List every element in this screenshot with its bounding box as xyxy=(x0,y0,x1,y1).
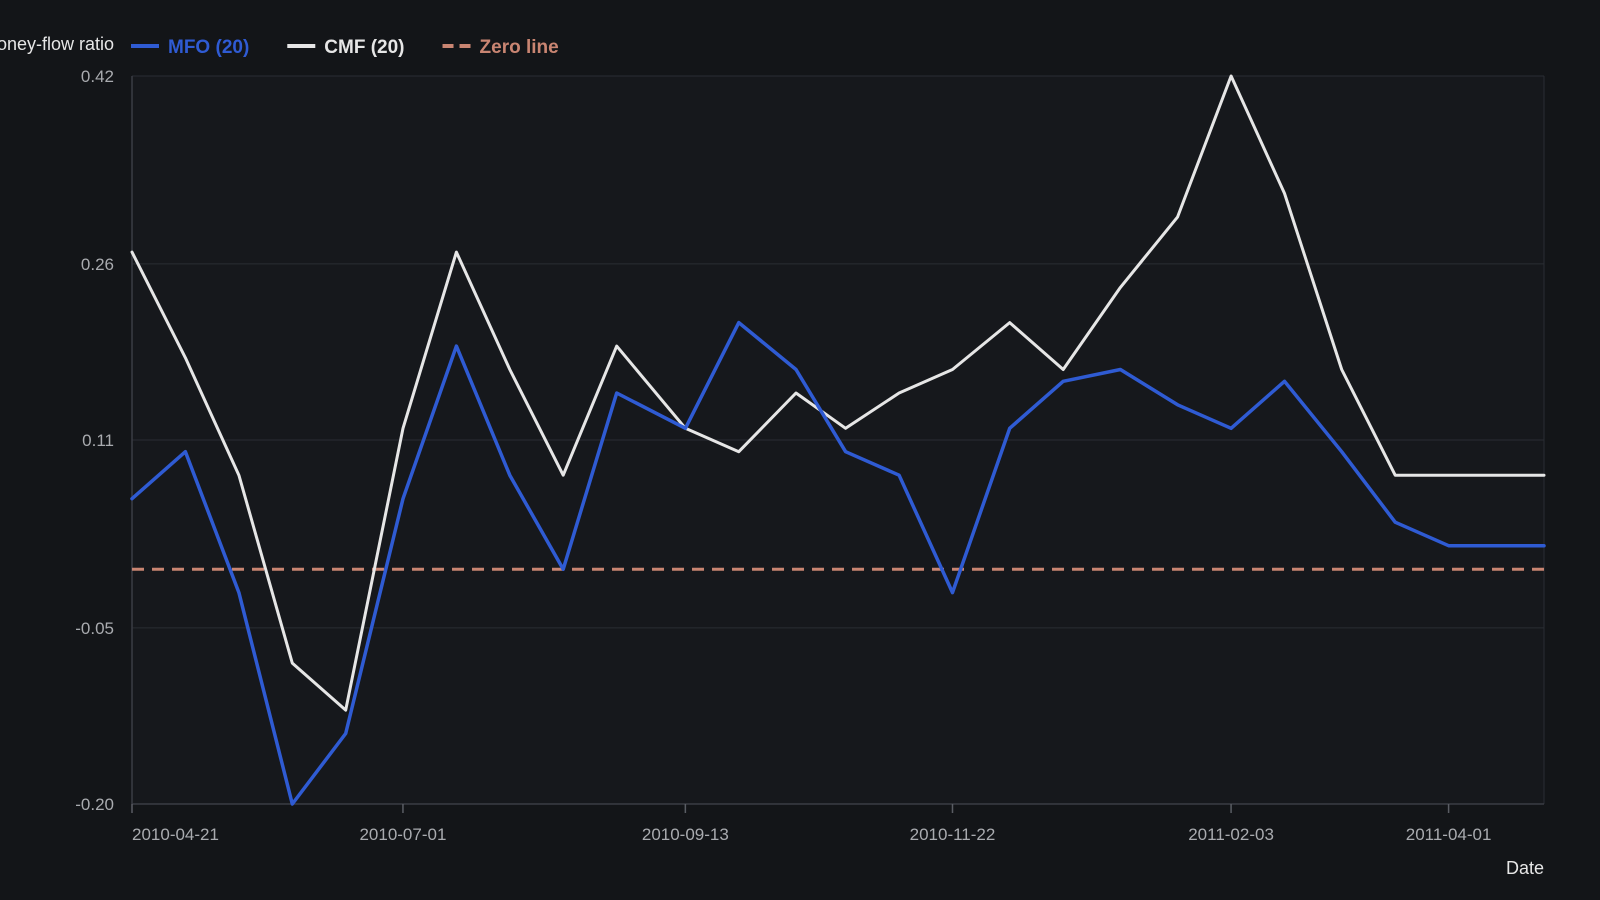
legend: MFO (20) CMF (20) Zero line xyxy=(131,37,559,58)
y-tick-label: 0.11 xyxy=(82,431,114,450)
x-axis-label: Date xyxy=(1506,858,1544,878)
y-tick-label: 0.26 xyxy=(81,255,114,274)
x-tick-label: 2010-04-21 xyxy=(132,825,219,844)
x-tick-label: 2011-02-03 xyxy=(1188,825,1274,844)
y-tick-label: 0.42 xyxy=(81,67,114,86)
x-tick-label: 2011-04-01 xyxy=(1406,825,1492,844)
series-line-mfo-20 xyxy=(130,320,1546,806)
x-tick-label: 2010-11-22 xyxy=(910,825,996,844)
axes: 0.42 0.26 0.11 -0.05 -0.20 2010-04-21 2010-07-… xyxy=(75,67,1544,844)
legend-label: MFO (20) xyxy=(168,37,249,58)
legend-label: CMF (20) xyxy=(324,37,404,58)
x-tick-label: 2010-07-01 xyxy=(359,825,446,844)
y-tick-label: -0.05 xyxy=(75,619,114,638)
y-tick-label: -0.20 xyxy=(75,795,114,814)
series-lines xyxy=(130,74,1546,806)
y-axis-label: Money-flow ratio xyxy=(0,34,114,54)
x-tick-label: 2010-09-13 xyxy=(642,825,729,844)
legend-label: Zero line xyxy=(480,37,559,58)
